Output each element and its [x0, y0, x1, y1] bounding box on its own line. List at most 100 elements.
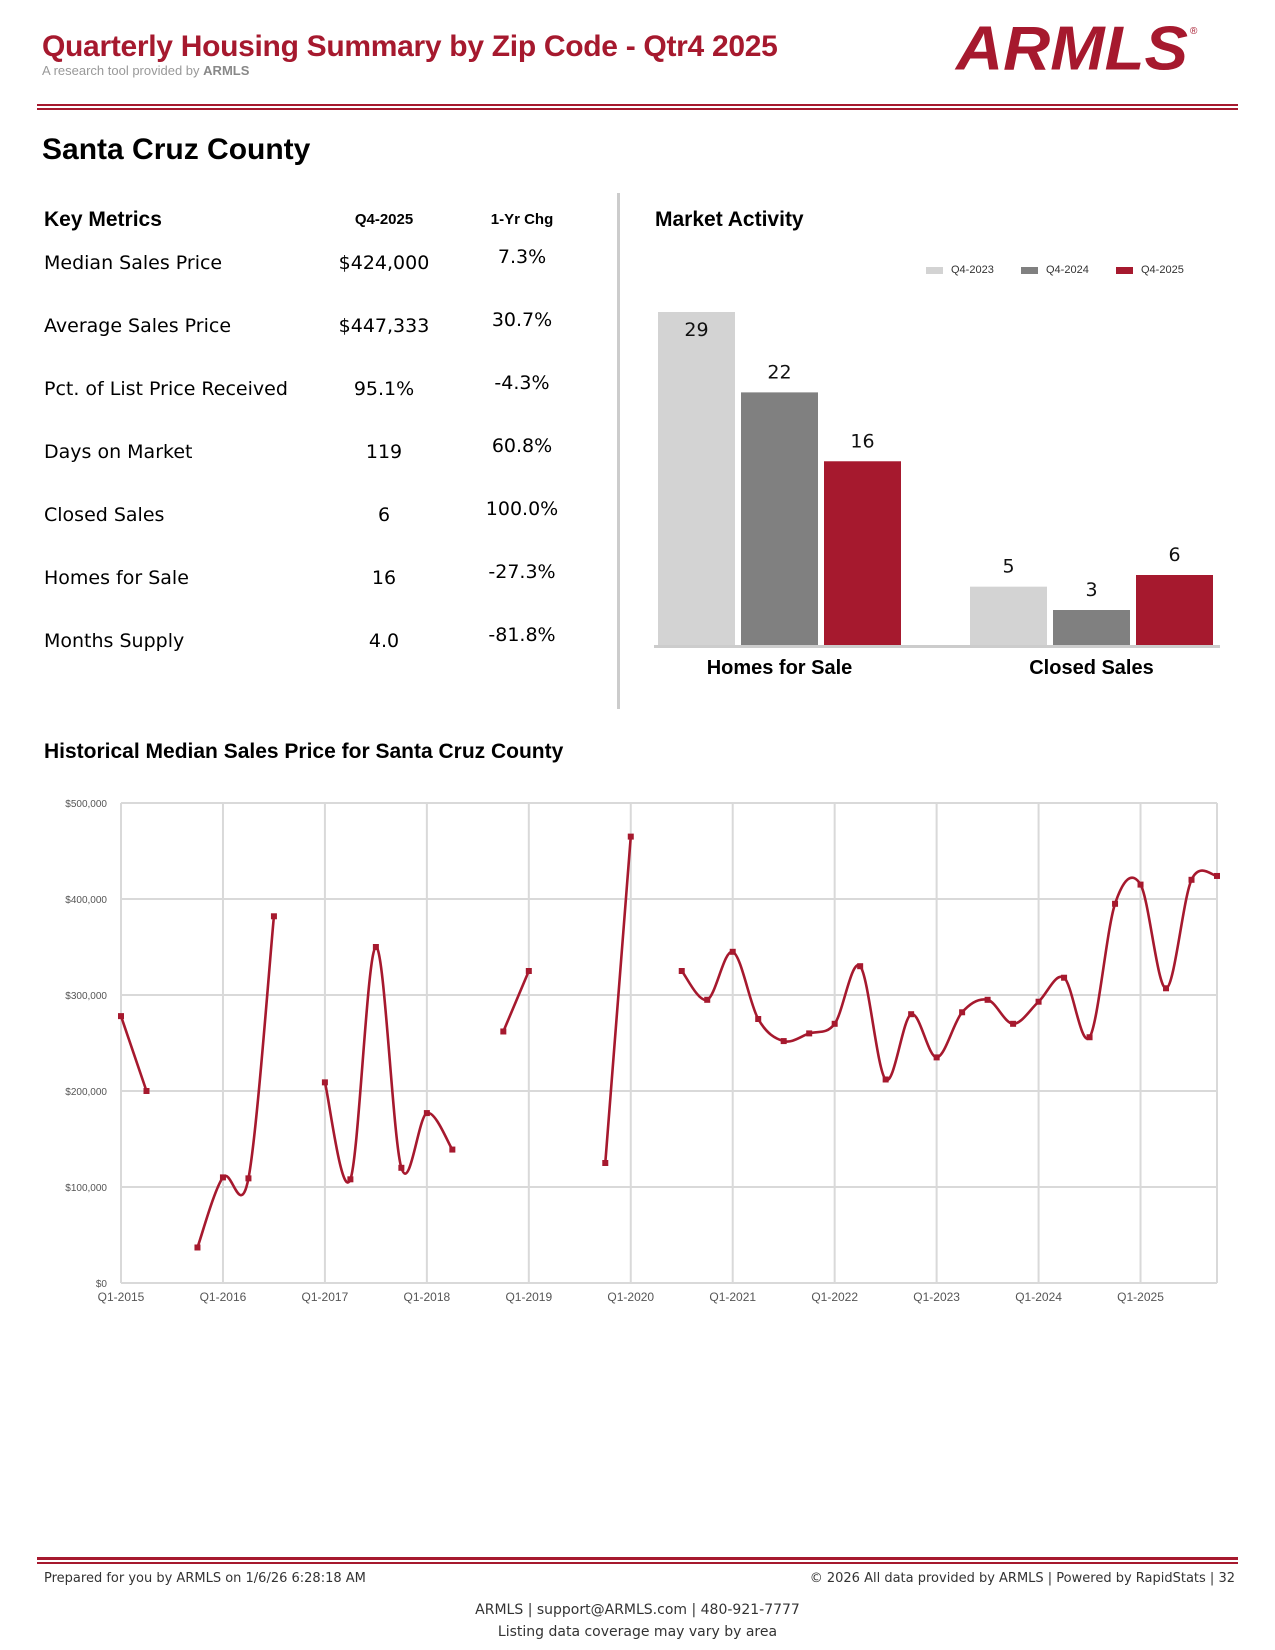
- y-tick-label: $500,000: [65, 799, 107, 810]
- report-subtitle: A research tool provided by ARMLS: [42, 63, 249, 78]
- data-point: [984, 996, 991, 1003]
- data-point: [270, 913, 277, 920]
- metric-label: Months Supply: [44, 630, 185, 652]
- key-metrics-heading: Key Metrics: [44, 208, 162, 231]
- category-label: Homes for Sale: [707, 657, 853, 679]
- market-activity-chart: 29 22 16 Homes for Sale 5 3 6 Closed Sales: [654, 312, 1220, 679]
- prepared-text: Prepared for you by ARMLS on 1/6/26 6:28…: [44, 1571, 366, 1586]
- metric-row: Closed Sales 6 100.0%: [0, 498, 620, 534]
- data-point: [755, 1016, 762, 1022]
- metric-row: Pct. of List Price Received 95.1% -4.3%: [0, 372, 620, 408]
- metric-change: 7.3%: [497, 246, 547, 268]
- col-current-header: Q4-2025: [354, 211, 414, 228]
- svg-text:®: ®: [1190, 26, 1198, 37]
- market-activity-title: Market Activity: [655, 208, 804, 231]
- data-point: [959, 1009, 966, 1016]
- metric-value: $424,000: [338, 252, 430, 274]
- data-point: [806, 1030, 813, 1037]
- footer-rule: [37, 1557, 1238, 1560]
- svg-text:ARMLS: ARMLS: [954, 22, 1188, 83]
- data-point: [933, 1054, 940, 1061]
- metric-label: Days on Market: [44, 441, 193, 463]
- metric-label: Homes for Sale: [44, 567, 189, 589]
- metric-change: 100.0%: [485, 498, 559, 520]
- bar-value-label: 3: [1085, 579, 1097, 601]
- x-tick-label: Q1-2018: [404, 1290, 451, 1304]
- median-price-line: [119, 1015, 148, 1092]
- metric-label: Average Sales Price: [44, 315, 232, 337]
- y-tick-label: $200,000: [65, 1087, 107, 1098]
- bar-value-label: 6: [1168, 544, 1180, 566]
- metric-change: 30.7%: [491, 309, 553, 331]
- x-tick-label: Q1-2019: [505, 1290, 552, 1304]
- bar-q4-2024: [1053, 610, 1130, 645]
- data-point: [1214, 872, 1220, 879]
- x-tick-label: Q1-2023: [913, 1290, 960, 1304]
- subtitle-text: A research tool provided by: [42, 63, 200, 78]
- median-price-line: [502, 970, 531, 1032]
- legend-q4-2025: Q4-2025: [1116, 264, 1184, 276]
- category-label: Closed Sales: [1029, 657, 1154, 679]
- data-point: [1086, 1034, 1093, 1041]
- header-rule: [37, 108, 1238, 110]
- metric-row: Months Supply 4.0 -81.8%: [0, 624, 620, 660]
- metric-change: -27.3%: [488, 561, 556, 583]
- data-point: [729, 948, 736, 955]
- data-point: [602, 1160, 609, 1166]
- subtitle-brand: ARMLS: [203, 63, 250, 78]
- x-tick-label: Q1-2016: [200, 1290, 247, 1304]
- data-point: [1163, 985, 1170, 992]
- bar-q4-2025: [1136, 575, 1213, 645]
- data-point: [1188, 876, 1195, 883]
- data-point: [525, 968, 532, 974]
- coverage-note: Listing data coverage may vary by area: [497, 1624, 778, 1640]
- metric-label: Median Sales Price: [44, 252, 223, 274]
- data-point: [780, 1038, 787, 1045]
- report-title: Quarterly Housing Summary by Zip Code - …: [42, 30, 778, 63]
- section-divider: [617, 193, 620, 709]
- metric-label: Pct. of List Price Received: [44, 378, 288, 400]
- x-tick-label: Q1-2025: [1117, 1290, 1164, 1304]
- col-change-header: 1-Yr Chg: [490, 211, 554, 228]
- bar-value-label: 29: [684, 319, 708, 341]
- data-point: [245, 1175, 252, 1182]
- metric-row: Days on Market 119 60.8%: [0, 435, 620, 471]
- bar-value-label: 16: [850, 430, 874, 452]
- data-point: [500, 1028, 507, 1035]
- metric-row: Homes for Sale 16 -27.3%: [0, 561, 620, 597]
- bar-axis: [654, 645, 1220, 648]
- median-price-line: [196, 916, 276, 1248]
- metric-change: 60.8%: [491, 435, 553, 457]
- data-point: [449, 1146, 456, 1153]
- metric-label: Closed Sales: [44, 504, 165, 526]
- metric-value: 4.0: [368, 630, 400, 652]
- metric-change: -4.3%: [494, 372, 550, 394]
- data-point: [143, 1088, 150, 1094]
- data-point: [219, 1174, 226, 1181]
- x-tick-label: Q1-2015: [98, 1290, 145, 1304]
- bar-q4-2023: [658, 312, 735, 645]
- armls-logo: ARMLS ®: [954, 22, 1198, 83]
- metric-value: 119: [365, 441, 403, 463]
- bar-q4-2023: [970, 586, 1047, 645]
- median-price-line: [603, 836, 633, 1164]
- bar-value-label: 22: [767, 361, 791, 383]
- bar-q4-2025: [824, 461, 901, 645]
- y-tick-label: $0: [96, 1279, 108, 1290]
- data-point: [347, 1176, 354, 1183]
- x-tick-label: Q1-2021: [709, 1290, 756, 1304]
- data-point: [908, 1011, 915, 1018]
- data-point: [857, 963, 864, 970]
- median-price-line: [680, 869, 1218, 1081]
- metric-value: $447,333: [338, 315, 430, 337]
- legend-q4-2023: Q4-2023: [926, 264, 994, 276]
- x-tick-label: Q1-2020: [607, 1290, 654, 1304]
- metric-row: Median Sales Price $424,000 7.3%: [0, 246, 620, 282]
- metric-value: 16: [371, 567, 397, 589]
- data-point: [398, 1164, 405, 1171]
- data-point: [1061, 974, 1068, 981]
- historical-chart-title: Historical Median Sales Price for Santa …: [44, 740, 564, 763]
- x-tick-label: Q1-2022: [811, 1290, 858, 1304]
- data-point: [118, 1013, 124, 1020]
- bar-value-label: 5: [1002, 556, 1014, 578]
